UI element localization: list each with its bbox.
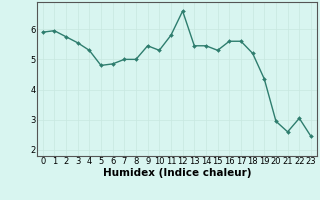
X-axis label: Humidex (Indice chaleur): Humidex (Indice chaleur) — [102, 168, 251, 178]
